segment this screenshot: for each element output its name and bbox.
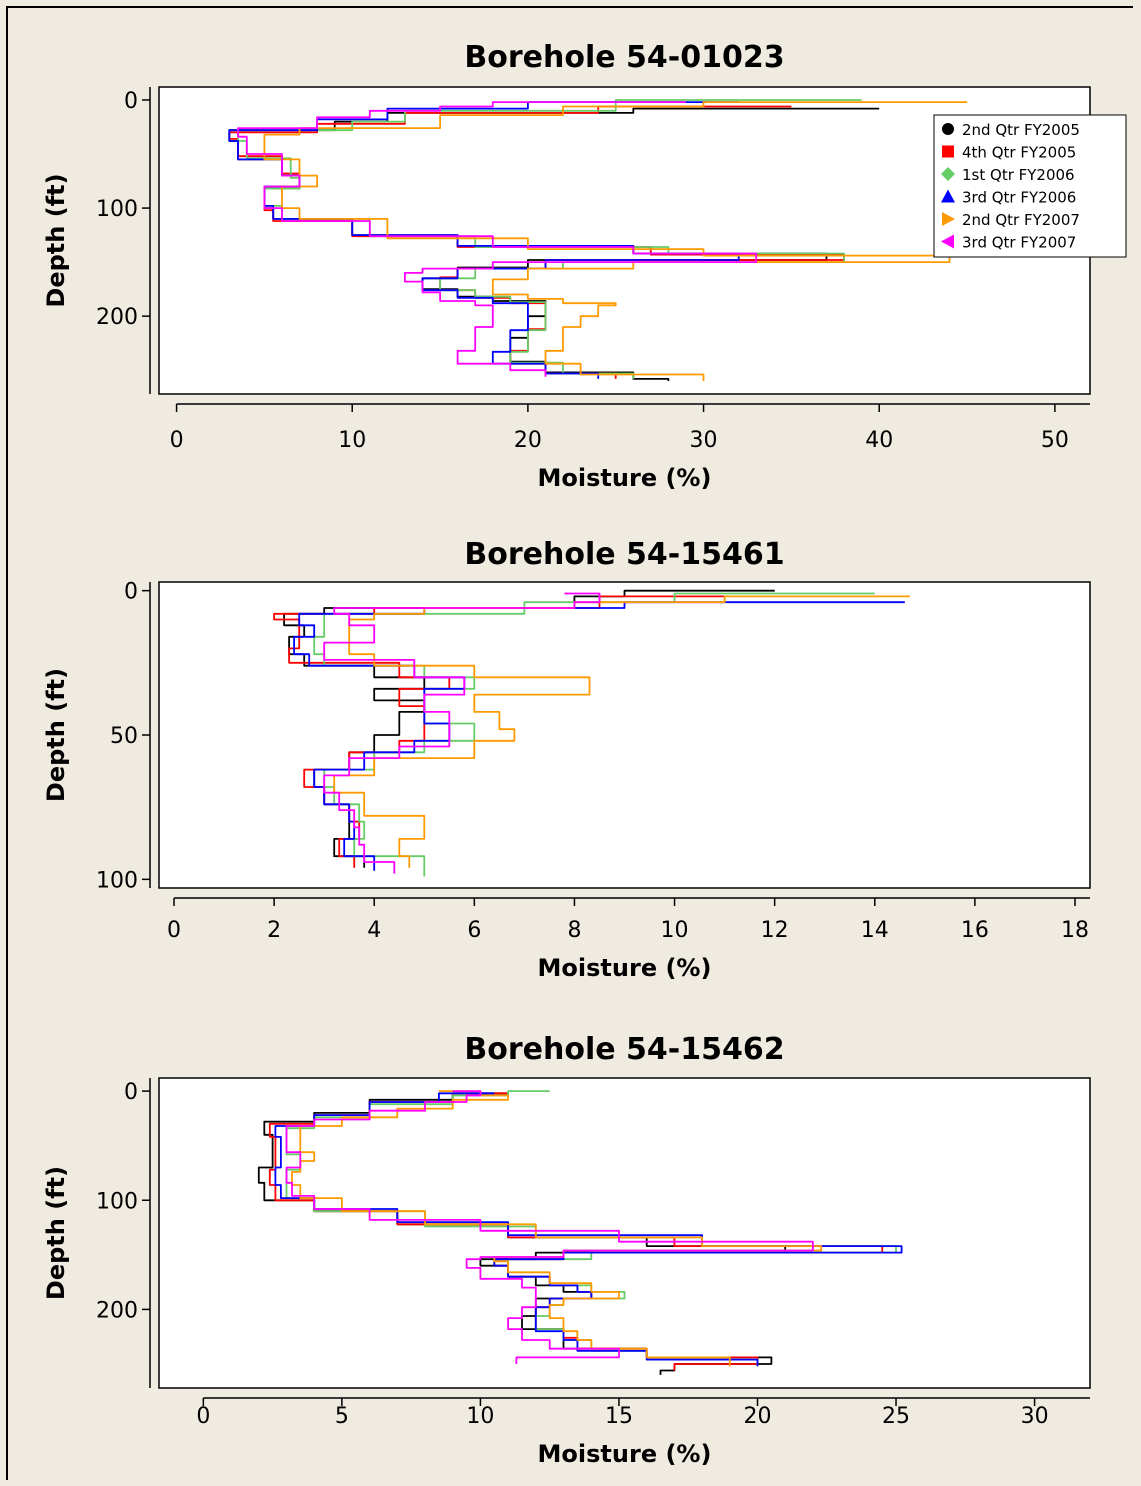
legend-label-1: 2nd Qtr FY2005: [962, 121, 1080, 139]
legend-marker-1: [942, 123, 954, 135]
x-tick-label: 40: [865, 428, 893, 453]
series-line-6: [285, 1090, 814, 1364]
y-tick-label: 0: [124, 89, 138, 114]
x-tick-label: 6: [467, 918, 481, 943]
chart-title: Borehole 54-15461: [464, 537, 784, 572]
y-axis-label: Depth (ft): [42, 668, 70, 802]
x-tick-label: 15: [605, 1404, 633, 1429]
x-tick-label: 5: [335, 1404, 349, 1429]
legend-marker-2: [942, 145, 954, 158]
series-line-5: [333, 595, 910, 868]
x-tick-label: 10: [661, 918, 689, 943]
x-tick-label: 50: [1041, 428, 1069, 453]
series-line-4: [274, 1092, 903, 1367]
legend-marker-4: [941, 189, 955, 203]
legend-marker-6: [941, 234, 954, 249]
x-tick-label: 16: [961, 918, 989, 943]
legend-box: [933, 114, 1127, 258]
chart-panel-1: Borehole 54-01023 0 10 20 30 40 50 0 100 200 Moist…: [42, 40, 1127, 492]
x-tick-label: 8: [567, 918, 581, 943]
chart-title: Borehole 54-15462: [464, 1032, 784, 1067]
x-tick-label: 10: [466, 1404, 494, 1429]
legend: 2nd Qtr FY2005 4th Qtr FY2005 1st Qtr FY20…: [933, 114, 1127, 258]
x-tick-label: 20: [514, 428, 542, 453]
x-tick-label: 30: [690, 428, 718, 453]
x-tick-label: 25: [882, 1404, 910, 1429]
x-tick-label: 10: [338, 428, 366, 453]
x-tick-label: 12: [761, 918, 789, 943]
legend-label-3: 1st Qtr FY2006: [962, 166, 1075, 184]
y-tick-label: 200: [96, 1298, 138, 1323]
figure-frame: Borehole 54-01023 0 10 20 30 40 50 0 100 200 Moist…: [6, 6, 1133, 1480]
y-axis-label: Depth (ft): [42, 1166, 70, 1300]
chart-panel-2: Borehole 54-15461 0 2 4 6 8 10 12 14 16 18 0 50 100 Mo…: [42, 537, 1091, 982]
x-tick-label: 2: [267, 918, 281, 943]
x-tick-label: 4: [367, 918, 381, 943]
y-tick-label: 0: [124, 1080, 138, 1105]
y-tick-label: 50: [110, 724, 138, 749]
y-tick-label: 0: [124, 580, 138, 605]
series-line-2: [228, 105, 845, 379]
series-line-4: [293, 601, 905, 871]
x-axis-label: Moisture (%): [538, 1440, 712, 1468]
series-line-6: [323, 592, 601, 874]
x-tick-label: 30: [1021, 1404, 1049, 1429]
series-line-6: [237, 101, 758, 377]
legend-label-2: 4th Qtr FY2005: [962, 144, 1076, 162]
y-tick-label: 200: [96, 305, 138, 330]
plot-area: [158, 1077, 1091, 1389]
x-axis-label: Moisture (%): [538, 954, 712, 982]
legend-marker-5: [942, 212, 955, 226]
chart-title: Borehole 54-01023: [464, 40, 784, 75]
series-group: [257, 1090, 903, 1375]
legend-marker-3: [941, 167, 955, 181]
legend-label-5: 2nd Qtr FY2007: [962, 211, 1080, 229]
x-tick-label: 18: [1061, 918, 1089, 943]
x-tick-label: 0: [196, 1404, 210, 1429]
series-group: [273, 589, 910, 877]
y-axis-label: Depth (ft): [42, 173, 70, 307]
x-axis-label: Moisture (%): [538, 464, 712, 492]
legend-label-6: 3rd Qtr FY2007: [962, 234, 1076, 252]
legend-label-4: 3rd Qtr FY2006: [962, 189, 1076, 207]
x-tick-label: 20: [744, 1404, 772, 1429]
y-tick-label: 100: [96, 1189, 138, 1214]
x-tick-label: 0: [167, 918, 181, 943]
y-tick-label: 100: [96, 197, 138, 222]
x-tick-label: 14: [861, 918, 889, 943]
chart-panel-3: Borehole 54-15462 0 5 10 15 20 25 30 0 100 200 Mois…: [42, 1032, 1091, 1468]
y-tick-label: 100: [96, 868, 138, 893]
x-tick-label: 0: [170, 428, 184, 453]
